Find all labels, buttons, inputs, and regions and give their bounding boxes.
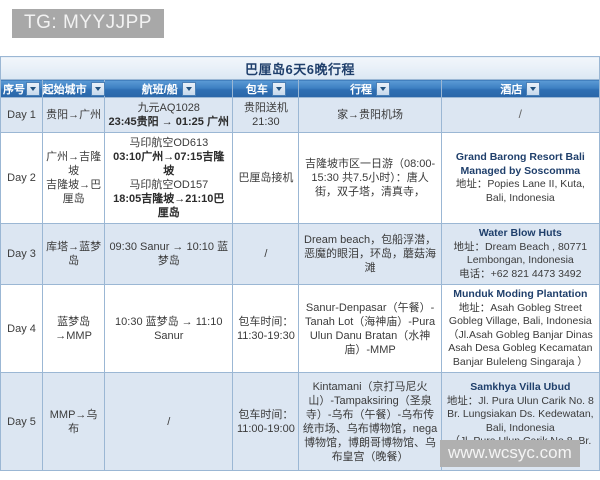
filter-dropdown-icon[interactable] — [271, 81, 286, 96]
cell-plan: Dream beach，包船浮潜，恶魔的眼泪，环岛，蘑菇海滩 — [298, 223, 442, 285]
filter-dropdown-icon[interactable] — [376, 81, 391, 96]
table-row[interactable]: Day 1 贵阳→广州 九元AQ1028 23:45贵阳 → 01:25 广州 … — [0, 97, 600, 133]
cell-flight: 10:30 蓝梦岛 → 11:10 Sanur — [104, 284, 234, 373]
hotel-name: Samkhya Villa Ubud — [470, 381, 571, 393]
flight-line-4: 18:05吉隆坡→21:10巴厘岛 — [113, 193, 225, 219]
column-header-plan[interactable]: 行程 — [298, 79, 442, 98]
table-row[interactable]: Day 3 库塔→蓝梦岛 09:30 Sanur → 10:10 蓝梦岛 / D… — [0, 223, 600, 285]
cell-hotel: Water Blow Huts 地址：Dream Beach , 80771 L… — [440, 223, 600, 285]
hotel-empty: / — [518, 106, 522, 121]
cell-seq: Day 4 — [0, 284, 44, 373]
column-header-flight[interactable]: 航班/船 — [104, 79, 234, 98]
flight-line-2: 03:10广州→07:15吉隆坡 — [113, 151, 225, 177]
cell-seq: Day 3 — [0, 223, 44, 285]
hotel-name: Grand Barong Resort Bali Managed by Sosc… — [455, 151, 585, 177]
filter-dropdown-icon[interactable] — [90, 81, 105, 96]
cell-seq: Day 5 — [0, 372, 44, 471]
cell-seq: Day 1 — [0, 97, 44, 133]
table-body: Day 1 贵阳→广州 九元AQ1028 23:45贵阳 → 01:25 广州 … — [0, 97, 600, 471]
column-header-city-label: 起始城市 — [42, 83, 87, 96]
cell-flight: 马印航空OD613 03:10广州→07:15吉隆坡 马印航空OD157 18:… — [104, 132, 234, 224]
cell-hotel: Grand Barong Resort Bali Managed by Sosc… — [440, 132, 600, 224]
column-header-seq-label: 序号 — [3, 83, 26, 96]
table-row[interactable]: Day 2 广州→吉隆坡 吉隆坡→巴厘岛 马印航空OD613 03:10广州→0… — [0, 132, 600, 224]
sheet-title-cell: 巴厘岛6天6晚行程 — [0, 56, 600, 80]
cell-plan: Sanur-Denpasar（午餐）-Tanah Lot（海神庙）-Pura U… — [298, 284, 442, 373]
title-row: 巴厘岛6天6晚行程 — [0, 56, 600, 80]
cell-city: 广州→吉隆坡 吉隆坡→巴厘岛 — [42, 132, 106, 224]
flight-line-3: 马印航空OD157 — [129, 179, 209, 191]
cell-car: 巴厘岛接机 — [232, 132, 300, 224]
cell-city: MMP→乌布 — [42, 372, 106, 471]
cell-plan: Kintamani（京打马尼火山）-Tampaksiring（圣泉寺）-乌布（午… — [298, 372, 442, 471]
column-header-car-label: 包车 — [245, 83, 268, 96]
filter-dropdown-icon[interactable] — [181, 81, 196, 96]
flight-line-1: 九元AQ1028 — [137, 102, 200, 114]
cell-hotel: Munduk Moding Plantation 地址：Asah Gobleg … — [440, 284, 600, 373]
table-head: 巴厘岛6天6晚行程 序号 起始城市 — [0, 56, 600, 98]
hotel-address: 地址：Asah Gobleg Street Gobleg Village, Ba… — [447, 301, 593, 368]
header-row: 序号 起始城市 航班/船 — [0, 79, 600, 98]
hotel-name: Munduk Moding Plantation — [453, 288, 588, 300]
hotel-address: 地址：Dream Beach , 80771 Lembongan, Indone… — [453, 240, 588, 280]
page-title: 巴厘岛6天6晚行程 — [245, 61, 355, 77]
column-header-plan-label: 行程 — [350, 83, 373, 96]
cell-seq: Day 2 — [0, 132, 44, 224]
column-header-flight-label: 航班/船 — [141, 83, 178, 96]
table-row[interactable]: Day 4 蓝梦岛→MMP 10:30 蓝梦岛 → 11:10 Sanur 包车… — [0, 284, 600, 373]
site-watermark: www.wcsyc.com — [440, 440, 580, 467]
column-header-city[interactable]: 起始城市 — [42, 79, 106, 98]
spreadsheet: 巴厘岛6天6晚行程 序号 起始城市 — [0, 56, 600, 471]
column-header-car[interactable]: 包车 — [232, 79, 300, 98]
cell-city: 贵阳→广州 — [42, 97, 106, 133]
flight-line-2: 23:45贵阳 → 01:25 广州 — [108, 116, 229, 128]
cell-city: 蓝梦岛→MMP — [42, 284, 106, 373]
cell-hotel: / — [440, 97, 600, 133]
filter-dropdown-icon[interactable] — [26, 81, 41, 96]
column-header-hotel-label: 酒店 — [500, 83, 523, 96]
hotel-name: Water Blow Huts — [478, 227, 562, 239]
cell-flight: / — [104, 372, 234, 471]
cell-car: 包车时间： 11:00-19:00 — [232, 372, 300, 471]
cell-city: 库塔→蓝梦岛 — [42, 223, 106, 285]
column-header-seq[interactable]: 序号 — [0, 79, 44, 98]
column-header-hotel[interactable]: 酒店 — [440, 79, 600, 98]
cell-flight: 09:30 Sanur → 10:10 蓝梦岛 — [104, 223, 234, 285]
cell-plan: 吉隆坡市区一日游（08:00-15:30 共7.5小时）：唐人街，双子塔，清真寺… — [298, 132, 442, 224]
cell-car: 贵阳送机 21:30 — [232, 97, 300, 133]
filter-dropdown-icon[interactable] — [526, 81, 541, 96]
cell-flight: 九元AQ1028 23:45贵阳 → 01:25 广州 — [104, 97, 234, 133]
itinerary-table: 巴厘岛6天6晚行程 序号 起始城市 — [0, 56, 600, 471]
cell-plan: 家→贵阳机场 — [298, 97, 442, 133]
tg-watermark: TG: MYYJJPP — [12, 9, 164, 38]
hotel-address: 地址：Popies Lane II, Kuta, Bali, Indonesia — [455, 178, 585, 204]
cell-car: 包车时间： 11:30-19:30 — [232, 284, 300, 373]
flight-line-1: 马印航空OD613 — [129, 137, 209, 149]
cell-car: / — [232, 223, 300, 285]
